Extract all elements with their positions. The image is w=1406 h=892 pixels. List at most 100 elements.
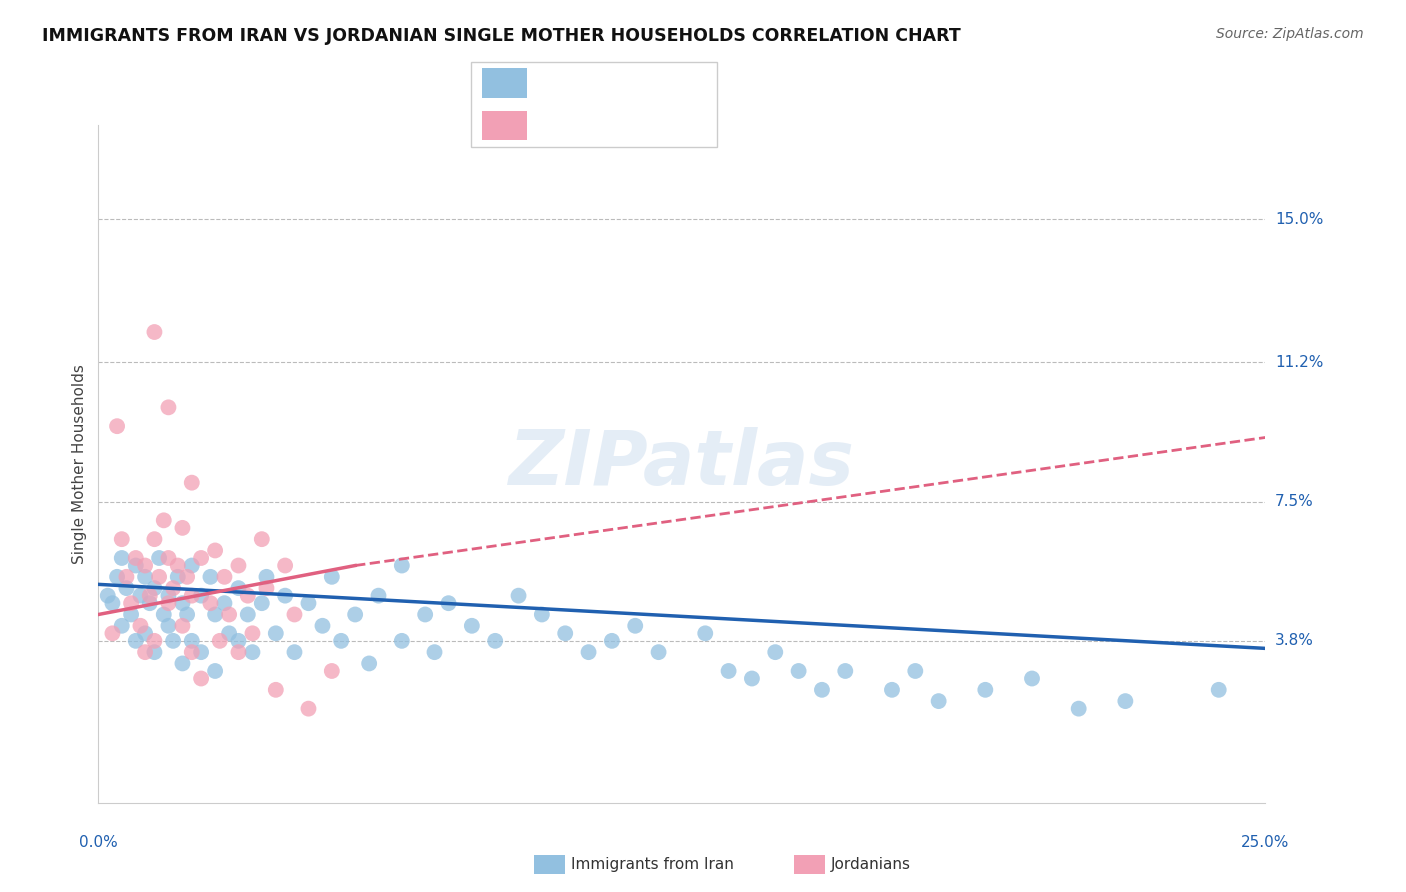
- Point: [125, 551, 148, 566]
- Point: [321, 664, 343, 678]
- Point: [274, 589, 297, 603]
- Point: [101, 596, 124, 610]
- Point: [928, 694, 950, 708]
- Point: [484, 633, 506, 648]
- Point: [600, 633, 623, 648]
- Point: [143, 532, 166, 546]
- Point: [176, 570, 198, 584]
- Point: [120, 596, 142, 610]
- Point: [152, 513, 174, 527]
- Text: 7.5%: 7.5%: [1275, 494, 1315, 509]
- Point: [530, 607, 553, 622]
- Point: [330, 633, 353, 648]
- Point: [214, 596, 236, 610]
- Point: [880, 682, 903, 697]
- Point: [274, 558, 297, 573]
- Point: [461, 619, 484, 633]
- Point: [180, 558, 202, 573]
- Point: [228, 645, 250, 659]
- Text: 0.0%: 0.0%: [79, 836, 118, 850]
- Point: [1114, 694, 1136, 708]
- Text: R =  0.149   N = 44: R = 0.149 N = 44: [538, 118, 688, 133]
- Point: [647, 645, 669, 659]
- Point: [166, 570, 188, 584]
- Point: [1208, 682, 1230, 697]
- Point: [204, 607, 226, 622]
- Point: [105, 419, 128, 434]
- Point: [111, 532, 134, 546]
- Point: [413, 607, 436, 622]
- Point: [143, 325, 166, 339]
- Point: [111, 619, 134, 633]
- Point: [624, 619, 647, 633]
- Point: [391, 558, 413, 573]
- Point: [176, 607, 198, 622]
- Point: [974, 682, 997, 697]
- Point: [125, 633, 148, 648]
- Point: [190, 672, 212, 686]
- Point: [139, 589, 162, 603]
- Text: Immigrants from Iran: Immigrants from Iran: [571, 857, 734, 871]
- Point: [125, 558, 148, 573]
- Y-axis label: Single Mother Households: Single Mother Households: [72, 364, 87, 564]
- Point: [437, 596, 460, 610]
- Point: [228, 581, 250, 595]
- Point: [236, 589, 259, 603]
- Point: [115, 570, 138, 584]
- Point: [162, 581, 184, 595]
- Point: [190, 645, 212, 659]
- Point: [200, 570, 222, 584]
- Point: [283, 607, 305, 622]
- Point: [172, 657, 194, 671]
- Point: [250, 532, 273, 546]
- Text: R = -0.183   N = 79: R = -0.183 N = 79: [538, 76, 689, 90]
- Point: [157, 589, 180, 603]
- Point: [157, 619, 180, 633]
- Point: [297, 701, 319, 715]
- Point: [204, 664, 226, 678]
- Point: [283, 645, 305, 659]
- Point: [172, 521, 194, 535]
- Point: [157, 596, 180, 610]
- Point: [134, 626, 156, 640]
- Point: [157, 551, 180, 566]
- Text: 25.0%: 25.0%: [1241, 836, 1289, 850]
- Point: [143, 645, 166, 659]
- Point: [359, 657, 381, 671]
- Point: [367, 589, 389, 603]
- Point: [834, 664, 856, 678]
- Text: 15.0%: 15.0%: [1275, 211, 1323, 227]
- Point: [214, 570, 236, 584]
- Point: [787, 664, 810, 678]
- Point: [157, 401, 180, 415]
- Point: [741, 672, 763, 686]
- Point: [264, 682, 287, 697]
- Point: [321, 570, 343, 584]
- Point: [101, 626, 124, 640]
- Point: [180, 645, 202, 659]
- Point: [115, 581, 138, 595]
- Point: [297, 596, 319, 610]
- Point: [250, 596, 273, 610]
- Point: [120, 607, 142, 622]
- Point: [242, 626, 264, 640]
- Point: [508, 589, 530, 603]
- Point: [180, 475, 202, 490]
- Point: [904, 664, 927, 678]
- Point: [148, 551, 170, 566]
- Point: [97, 589, 120, 603]
- Point: [695, 626, 717, 640]
- Point: [242, 645, 264, 659]
- Text: 3.8%: 3.8%: [1275, 633, 1315, 648]
- Point: [134, 645, 156, 659]
- Text: IMMIGRANTS FROM IRAN VS JORDANIAN SINGLE MOTHER HOUSEHOLDS CORRELATION CHART: IMMIGRANTS FROM IRAN VS JORDANIAN SINGLE…: [42, 27, 960, 45]
- Point: [344, 607, 367, 622]
- Point: [236, 607, 259, 622]
- Point: [264, 626, 287, 640]
- Point: [578, 645, 600, 659]
- Point: [811, 682, 834, 697]
- Text: ZIPatlas: ZIPatlas: [509, 427, 855, 500]
- Point: [139, 596, 162, 610]
- Point: [111, 551, 134, 566]
- Point: [148, 570, 170, 584]
